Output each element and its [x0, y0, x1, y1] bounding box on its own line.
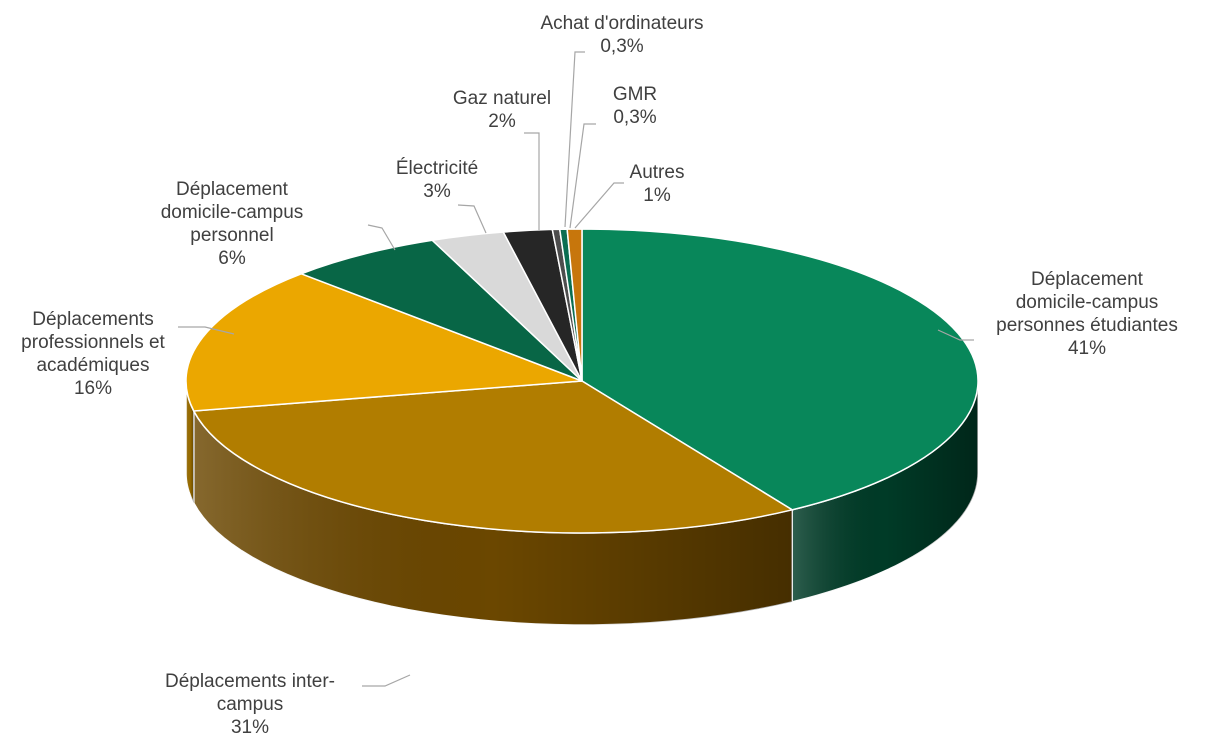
- pie-side-walls: [185, 380, 979, 626]
- slice-percent-gaz-naturel: 2%: [488, 111, 516, 132]
- slice-label-deplacements-professionnels-et-academiques: professionnels et: [21, 332, 165, 353]
- slice-label-autres: Autres: [630, 162, 685, 183]
- leader-line-deplacements-professionnels-et-academiques: [178, 326, 235, 335]
- leader-line-autres: [574, 182, 624, 229]
- slice-percent-deplacement-domicile-campus-personnes-etudiantes: 41%: [1068, 338, 1106, 359]
- slice-label-deplacements-inter-campus: Déplacements inter-: [165, 671, 335, 692]
- slice-side-deplacements-professionnels-et-academiques-shade: [186, 381, 194, 503]
- leader-line-deplacements-inter-campus: [362, 674, 411, 687]
- slice-side-deplacement-domicile-campus-personnes-etudiantes-shade: [792, 381, 978, 602]
- slice-deplacements-professionnels-et-academiques: [185, 272, 583, 412]
- leader-line-deplacement-domicile-campus-personnes-etudiantes: [937, 329, 974, 341]
- pie-top-faces: [185, 228, 979, 534]
- slice-deplacement-domicile-campus-personnel: [299, 239, 583, 382]
- slice-label-deplacements-inter-campus: campus: [217, 694, 284, 715]
- slice-deplacement-domicile-campus-personnes-etudiantes: [581, 228, 979, 511]
- slice-label-deplacement-domicile-campus-personnes-etudiantes: domicile-campus: [1016, 292, 1159, 313]
- leader-line-deplacement-domicile-campus-personnel: [367, 224, 396, 251]
- slice-percent-autres: 1%: [643, 185, 671, 206]
- slice-percent-deplacement-domicile-campus-personnel: 6%: [218, 248, 246, 269]
- leader-line-achat-d-ordinateurs: [564, 51, 585, 228]
- slice-deplacements-inter-campus: [192, 380, 795, 534]
- slice-label-deplacement-domicile-campus-personnes-etudiantes: Déplacement: [1031, 269, 1144, 290]
- slice-label-gmr: GMR: [613, 84, 657, 105]
- slice-label-deplacement-domicile-campus-personnel: personnel: [190, 225, 273, 246]
- slice-percent-gmr: 0,3%: [613, 107, 656, 128]
- leader-line-gmr: [569, 123, 596, 229]
- slice-label-deplacements-professionnels-et-academiques: Déplacements: [32, 309, 153, 330]
- slice-label-electricite: Électricité: [396, 158, 478, 179]
- slice-label-achat-d-ordinateurs: Achat d'ordinateurs: [540, 13, 703, 34]
- slice-percent-electricite: 3%: [423, 181, 451, 202]
- slice-percent-deplacements-inter-campus: 31%: [231, 717, 269, 738]
- leader-line-gaz-naturel: [524, 132, 540, 230]
- slice-side-deplacements-inter-campus-shade: [193, 410, 793, 625]
- slice-label-deplacement-domicile-campus-personnel: domicile-campus: [161, 202, 304, 223]
- slice-label-deplacements-professionnels-et-academiques: académiques: [36, 355, 149, 376]
- slice-label-deplacement-domicile-campus-personnes-etudiantes: personnes étudiantes: [996, 315, 1178, 336]
- leader-line-electricite: [457, 204, 487, 234]
- slice-percent-achat-d-ordinateurs: 0,3%: [600, 36, 643, 57]
- slice-label-deplacement-domicile-campus-personnel: Déplacement: [176, 179, 289, 200]
- slice-label-gaz-naturel: Gaz naturel: [453, 88, 551, 109]
- slice-percent-deplacements-professionnels-et-academiques: 16%: [74, 378, 112, 399]
- slice-autres: [566, 228, 583, 382]
- leader-lines: [178, 51, 974, 687]
